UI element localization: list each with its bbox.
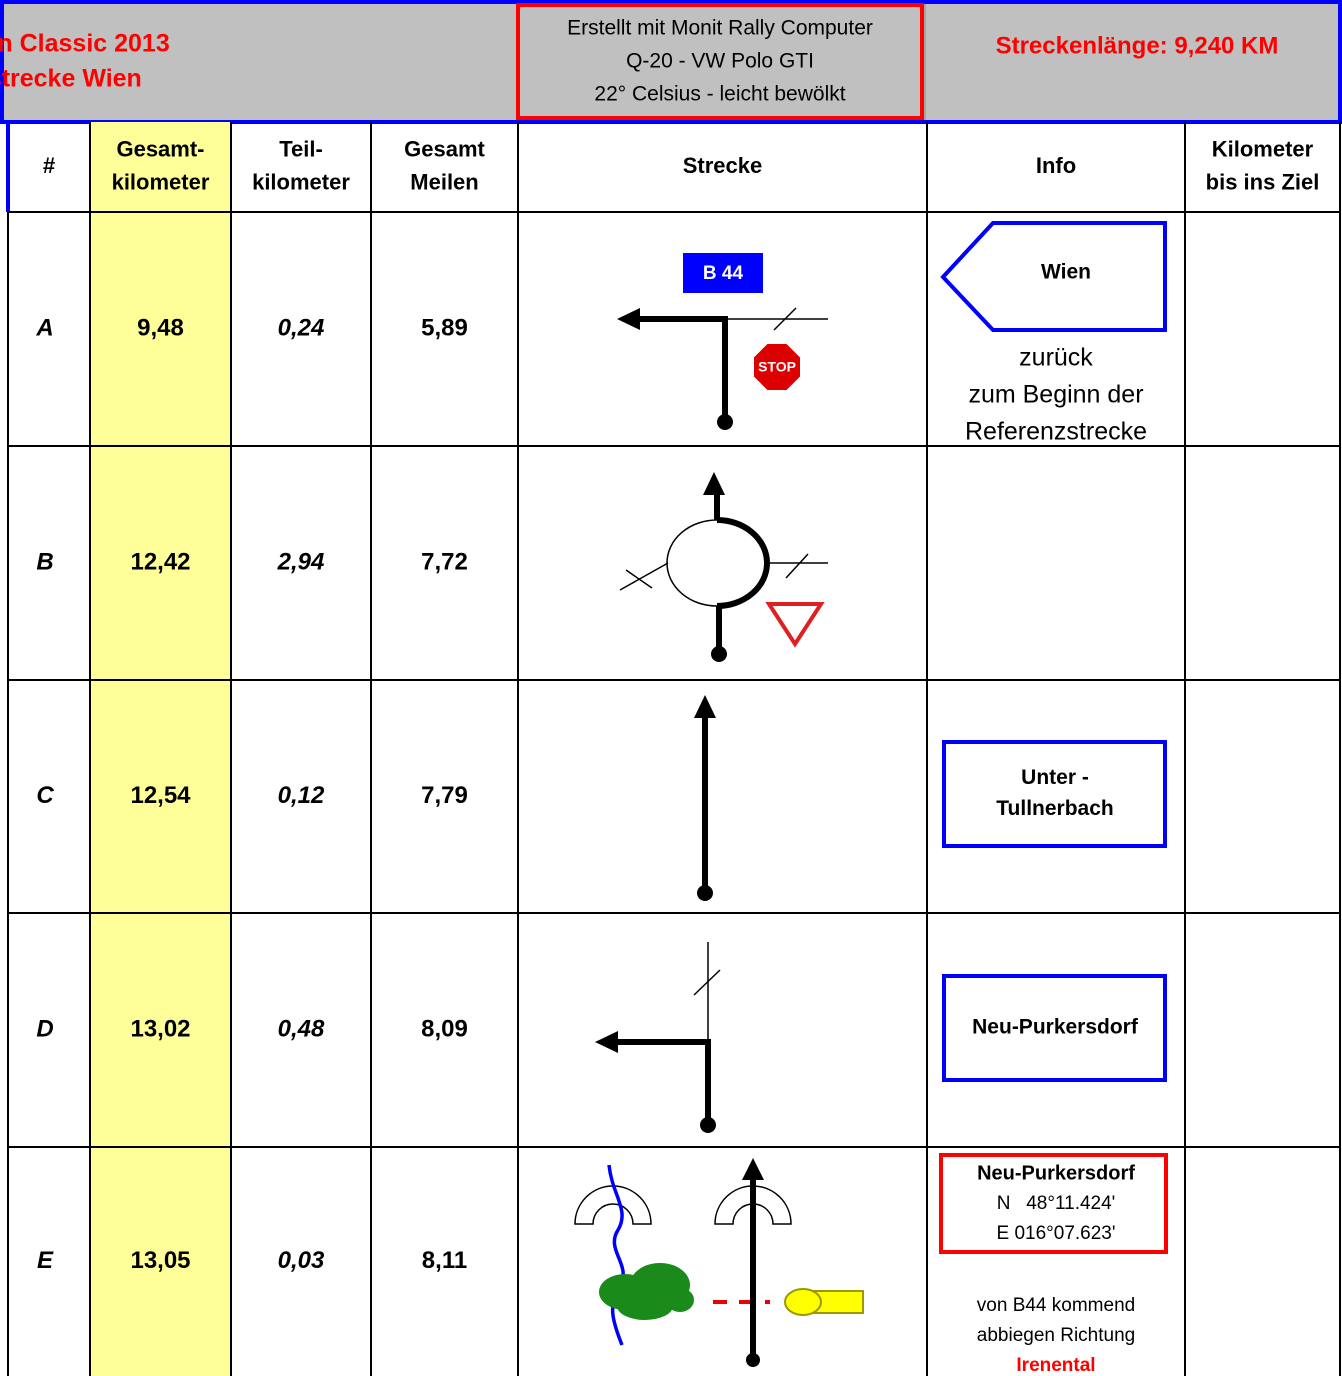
column-header: Info bbox=[1036, 153, 1076, 178]
column-header: Gesamt bbox=[404, 136, 485, 161]
total-miles: 7,79 bbox=[421, 782, 468, 809]
arrow bbox=[595, 1031, 618, 1053]
route-a bbox=[617, 253, 828, 430]
bridge bbox=[714, 1185, 792, 1225]
row-id: C bbox=[36, 782, 54, 809]
info-note: von B44 kommend bbox=[977, 1295, 1135, 1316]
route-line bbox=[632, 316, 728, 422]
column-header: kilometer bbox=[112, 169, 210, 194]
row-id: A bbox=[35, 314, 53, 341]
town-sign bbox=[942, 740, 1167, 848]
location-text: E 016°07.623' bbox=[997, 1223, 1116, 1244]
road-number: B 44 bbox=[703, 263, 744, 284]
route-b bbox=[619, 472, 828, 662]
grid bbox=[6, 122, 1341, 1376]
route-length: Streckenlänge: 9,240 KM bbox=[996, 32, 1279, 59]
computer-info: 22° Celsius - leicht bewölkt bbox=[594, 83, 845, 106]
forest bbox=[599, 1263, 694, 1320]
stop-sign bbox=[752, 342, 802, 392]
total-km: 12,42 bbox=[130, 548, 190, 575]
side-road bbox=[619, 562, 669, 591]
info-note: abbiegen Richtung bbox=[977, 1325, 1135, 1346]
info-note: Referenzstrecke bbox=[965, 418, 1147, 446]
town-sign bbox=[942, 974, 1167, 1082]
direction-sign bbox=[940, 221, 1167, 332]
route-arc bbox=[716, 517, 770, 609]
partial-km: 2,94 bbox=[277, 548, 325, 575]
total-miles: 7,72 bbox=[421, 548, 468, 575]
location-text: N 48°11.424' bbox=[997, 1193, 1116, 1214]
arrow bbox=[694, 695, 716, 718]
river bbox=[607, 1164, 625, 1346]
highlight-column bbox=[90, 122, 231, 1376]
bridge bbox=[574, 1185, 652, 1225]
arrow bbox=[742, 1158, 764, 1180]
total-miles: 8,11 bbox=[422, 1247, 467, 1274]
title: Referenzstrecke Wien bbox=[0, 65, 142, 93]
route-c bbox=[694, 695, 716, 901]
route-e bbox=[574, 1158, 864, 1367]
partial-km: 0,12 bbox=[278, 782, 325, 809]
computer-info: Q-20 - VW Polo GTI bbox=[626, 50, 814, 73]
info-note: zurück bbox=[1019, 344, 1093, 372]
sign-text: Neu-Purkersdorf bbox=[972, 1016, 1139, 1039]
total-km: 13,02 bbox=[130, 1015, 190, 1042]
info-highlight: Irenental bbox=[1016, 1355, 1095, 1376]
column-header: Meilen bbox=[410, 169, 478, 194]
title: 6.Falkenstein Classic 2013 bbox=[0, 30, 170, 58]
road-mark bbox=[785, 553, 809, 579]
total-km: 13,05 bbox=[130, 1247, 190, 1274]
partial-km: 0,48 bbox=[278, 1015, 325, 1042]
road-number-sign bbox=[683, 253, 763, 293]
total-miles: 5,89 bbox=[421, 314, 468, 341]
sign-text: Tullnerbach bbox=[996, 797, 1113, 820]
info-box bbox=[516, 3, 924, 120]
arrow bbox=[703, 472, 725, 495]
total-km: 12,54 bbox=[130, 782, 191, 809]
column-header: # bbox=[43, 153, 55, 178]
road-mark bbox=[773, 307, 797, 331]
start-dot bbox=[711, 646, 727, 662]
row-id: E bbox=[37, 1247, 54, 1274]
road-mark bbox=[625, 569, 653, 589]
column-header: bis ins Ziel bbox=[1206, 169, 1320, 194]
start-dot bbox=[700, 1117, 716, 1133]
info-note: zum Beginn der bbox=[968, 381, 1143, 409]
row-id: D bbox=[36, 1015, 53, 1042]
start-dot bbox=[697, 885, 713, 901]
sign-text: Wien bbox=[1041, 261, 1091, 284]
parking-sign bbox=[784, 1288, 822, 1316]
total-miles: 8,09 bbox=[421, 1015, 468, 1042]
column-header: kilometer bbox=[252, 169, 350, 194]
column-header: Kilometer bbox=[1212, 136, 1314, 161]
sign-text: Unter - bbox=[1021, 766, 1089, 789]
location-text: Neu-Purkersdorf bbox=[977, 1162, 1135, 1184]
column-header: Teil- bbox=[279, 136, 323, 161]
start-dot bbox=[746, 1353, 760, 1367]
partial-km: 0,24 bbox=[278, 314, 325, 341]
partial-km: 0,03 bbox=[278, 1247, 325, 1274]
column-header: Strecke bbox=[683, 153, 763, 178]
column-header: Gesamt- bbox=[116, 136, 204, 161]
computer-info: Erstellt mit Monit Rally Computer bbox=[567, 17, 873, 40]
road-mark bbox=[693, 969, 721, 996]
total-km: 9,48 bbox=[137, 314, 184, 341]
stop-text: STOP bbox=[758, 359, 796, 375]
row-id: B bbox=[36, 548, 53, 575]
route-line bbox=[610, 1039, 711, 1125]
location-box bbox=[939, 1153, 1168, 1254]
route-d bbox=[595, 942, 721, 1133]
yield-sign bbox=[765, 602, 825, 648]
start-dot bbox=[717, 414, 733, 430]
arrow bbox=[617, 308, 640, 330]
